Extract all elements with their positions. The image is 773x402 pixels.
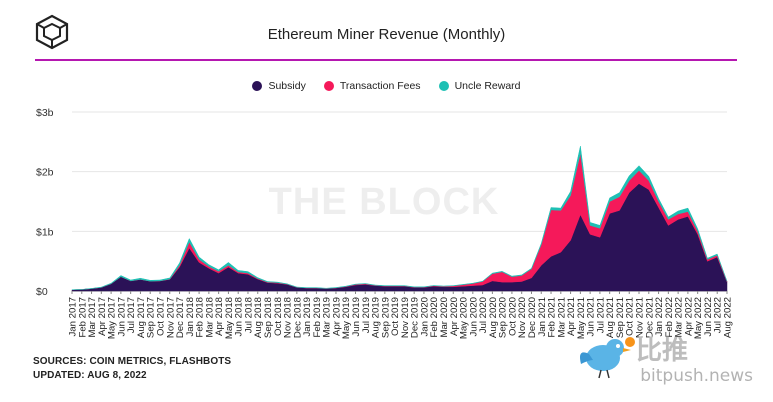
legend-dot-fees: [323, 81, 334, 91]
x-tick-label: Mar 2018: [204, 297, 215, 338]
y-tick-label: $0: [36, 286, 48, 298]
area-uncle-reward[interactable]: [71, 145, 728, 291]
chart-title: Ethereum Miner Revenue (Monthly): [267, 26, 506, 43]
x-tick-label: Oct 2021: [625, 297, 636, 336]
bitpush-url-watermark: bitpush.news: [640, 366, 753, 386]
x-tick-label: Dec 2017: [175, 297, 186, 338]
x-tick-label: Jul 2022: [713, 297, 724, 333]
x-tick-label: Mar 2019: [322, 297, 333, 338]
sources-note: SOURCES: COIN METRICS, FLASHBOTS: [33, 356, 232, 367]
x-tick-label: Dec 2021: [644, 297, 655, 338]
x-tick-label: Apr 2018: [214, 297, 225, 336]
x-tick-label: Jul 2018: [243, 297, 254, 333]
x-tick-label: May 2022: [693, 297, 704, 339]
x-tick-label: Aug 2018: [253, 297, 264, 338]
legend-label-subsidy: Subsidy: [268, 80, 306, 92]
legend-label-uncle: Uncle Reward: [454, 80, 521, 92]
x-tick-label: Jul 2021: [595, 297, 606, 333]
x-tick-label: Nov 2019: [400, 297, 411, 338]
chart-watermark: THE BLOCK: [269, 181, 500, 223]
legend-item-uncle[interactable]: Uncle Reward: [438, 80, 521, 92]
y-tick-label: $3b: [36, 107, 54, 119]
x-tick-label: Aug 2017: [136, 297, 147, 338]
x-tick-label: May 2017: [107, 297, 118, 339]
x-tick-label: Feb 2021: [547, 297, 558, 338]
x-tick-label: Jun 2021: [586, 297, 597, 336]
x-tick-label: Feb 2018: [195, 297, 206, 338]
x-tick-label: Sep 2021: [615, 297, 626, 338]
x-tick-label: Dec 2019: [410, 297, 421, 338]
x-tick-label: Mar 2021: [556, 297, 567, 338]
x-tick-label: Mar 2022: [674, 297, 685, 338]
x-tick-label: Apr 2022: [683, 297, 694, 336]
x-tick-label: Jul 2020: [478, 297, 489, 333]
x-tick-label: Oct 2018: [273, 297, 284, 336]
x-tick-label: Apr 2020: [449, 297, 460, 336]
x-tick-label: Jun 2019: [351, 297, 362, 336]
x-tick-label: Jun 2020: [468, 297, 479, 336]
x-tick-label: Jan 2021: [537, 297, 548, 336]
x-tick-label: Jun 2022: [703, 297, 714, 336]
x-tick-label: Nov 2021: [635, 297, 646, 338]
x-tick-label: Mar 2017: [87, 297, 98, 338]
x-tick-label: Oct 2020: [507, 297, 518, 336]
x-tick-label: Jan 2017: [68, 297, 79, 336]
legend: Subsidy Transaction Fees Uncle Reward: [0, 80, 773, 92]
x-tick-label: May 2019: [341, 297, 352, 339]
x-tick-label: Apr 2021: [566, 297, 577, 336]
x-tick-label: Jun 2018: [234, 297, 245, 336]
x-tick-label: Nov 2017: [165, 297, 176, 338]
bitpush-cn-watermark: 比推: [635, 336, 688, 366]
x-tick-label: Jan 2020: [419, 297, 430, 336]
x-tick-label: Dec 2018: [292, 297, 303, 338]
legend-dot-uncle: [438, 81, 449, 91]
x-tick-label: Sep 2017: [146, 297, 157, 338]
x-tick-label: Feb 2017: [77, 297, 88, 338]
x-tick-label: Sep 2019: [380, 297, 391, 338]
x-tick-label: Feb 2022: [664, 297, 675, 338]
legend-label-fees: Transaction Fees: [339, 80, 421, 92]
x-tick-label: Oct 2019: [390, 297, 401, 336]
x-tick-label: Aug 2022: [723, 297, 734, 338]
x-tick-label: Aug 2021: [605, 297, 616, 338]
y-axis: $0 $1b $2b $3b: [36, 107, 54, 298]
x-tick-label: May 2020: [459, 297, 470, 339]
x-tick-label: Mar 2020: [439, 297, 450, 338]
x-tick-label: Feb 2019: [312, 297, 323, 338]
x-tick-label: Jul 2017: [126, 297, 137, 333]
y-tick-label: $2b: [36, 167, 54, 179]
x-tick-label: Jul 2019: [361, 297, 372, 333]
x-tick-label: Aug 2019: [371, 297, 382, 338]
y-tick-label: $1b: [36, 226, 54, 238]
x-tick-label: Jan 2019: [302, 297, 313, 336]
x-tick-label: Apr 2017: [97, 297, 108, 336]
x-tick-label: Apr 2019: [331, 297, 342, 336]
x-tick-label: Jan 2018: [185, 297, 196, 336]
x-tick-label: Jun 2017: [116, 297, 127, 336]
updated-note: UPDATED: AUG 8, 2022: [33, 370, 147, 381]
x-tick-label: Nov 2020: [517, 297, 528, 338]
x-tick-label: Sep 2018: [263, 297, 274, 338]
bird-watermark-icon: [580, 337, 635, 379]
x-tick-label: Sep 2020: [498, 297, 509, 338]
x-tick-label: Jan 2022: [654, 297, 665, 336]
x-tick-label: Aug 2020: [488, 297, 499, 338]
x-tick-label: Oct 2017: [155, 297, 166, 336]
legend-item-subsidy[interactable]: Subsidy: [252, 80, 306, 92]
x-tick-label: Nov 2018: [283, 297, 294, 338]
the-block-logo-icon: [35, 14, 69, 50]
x-tick-label: May 2018: [224, 297, 235, 339]
title-divider: [35, 59, 737, 61]
x-tick-label: Feb 2020: [429, 297, 440, 338]
legend-item-fees[interactable]: Transaction Fees: [323, 80, 421, 92]
x-tick-label: Dec 2020: [527, 297, 538, 338]
x-tick-label: May 2021: [576, 297, 587, 339]
legend-dot-subsidy: [252, 81, 263, 91]
